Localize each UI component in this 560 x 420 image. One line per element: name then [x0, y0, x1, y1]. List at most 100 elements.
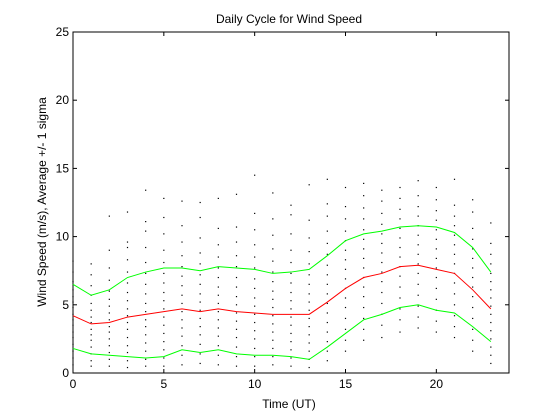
scatter-point — [472, 227, 474, 230]
scatter-point — [363, 306, 365, 309]
scatter-point — [344, 328, 347, 330]
series-layer — [72, 225, 492, 360]
scatter-point — [326, 283, 328, 285]
scatter-point — [472, 276, 474, 279]
scatter-point — [199, 353, 201, 355]
scatter-point — [163, 341, 165, 343]
scatter-point — [199, 252, 201, 254]
scatter-point — [308, 283, 310, 285]
scatter-point — [217, 256, 219, 258]
scatter-point — [108, 365, 110, 367]
scatter-point — [108, 312, 110, 314]
scatter-point — [181, 354, 183, 356]
scatter-point — [272, 218, 274, 220]
scatter-point — [181, 319, 183, 321]
scatter-point — [435, 210, 437, 212]
scatter-point — [326, 360, 328, 362]
scatter-point — [90, 328, 92, 330]
scatter-point — [363, 238, 365, 240]
y-tick-label: 20 — [56, 93, 70, 107]
scatter-point — [472, 328, 474, 330]
scatter-point — [163, 272, 165, 275]
scatter-point — [163, 197, 165, 200]
scatter-point — [344, 249, 347, 251]
scatter-point — [490, 338, 492, 340]
scatter-point — [163, 233, 165, 235]
scatter-point — [272, 192, 274, 194]
scatter-point — [108, 267, 110, 269]
scatter-point — [90, 321, 92, 324]
scatter-point — [272, 364, 274, 366]
scatter-point — [272, 323, 274, 325]
scatter-point — [490, 253, 492, 255]
scatter-point — [363, 286, 365, 288]
scatter-point — [126, 271, 129, 273]
scatter-point — [399, 197, 401, 200]
scatter-point — [272, 260, 274, 262]
scatter-point — [308, 184, 310, 186]
scatter-point — [199, 283, 201, 285]
scatter-point — [435, 238, 437, 240]
scatter-point — [417, 305, 419, 307]
scatter-point — [126, 328, 129, 330]
scatter-point — [145, 342, 147, 344]
scatter-point — [145, 221, 147, 223]
scatter-point — [254, 287, 256, 290]
scatter-point — [145, 230, 147, 232]
series-line-average — [72, 264, 492, 325]
scatter-point — [126, 345, 129, 347]
scatter-point — [272, 234, 274, 236]
scatter-point — [326, 178, 328, 180]
scatter-point — [199, 309, 201, 311]
y-tick-label: 0 — [62, 366, 69, 380]
scatter-point — [344, 297, 347, 299]
scatter-point — [435, 320, 437, 322]
scatter-point — [126, 315, 129, 317]
scatter-point — [290, 214, 292, 216]
scatter-point — [254, 365, 256, 367]
scatter-point — [326, 321, 328, 324]
scatter-point — [417, 294, 419, 296]
scatter-point — [344, 350, 347, 352]
scatter-point — [381, 324, 383, 326]
scatter-point — [181, 285, 183, 287]
scatter-point — [490, 313, 492, 315]
scatter-point — [399, 186, 401, 189]
scatter-point — [363, 296, 365, 298]
scatter-point — [163, 332, 165, 335]
scatter-point — [490, 330, 492, 332]
scatter-point — [326, 203, 328, 205]
scatter-point — [290, 272, 292, 275]
scatter-point — [399, 246, 401, 249]
scatter-point — [235, 255, 238, 257]
scatter-point — [290, 308, 292, 310]
scatter-point — [90, 285, 92, 287]
scatter-point — [344, 278, 347, 280]
scatter-point — [108, 279, 110, 281]
scatter-point — [272, 298, 274, 300]
scatter-point — [181, 335, 183, 337]
scatter-point — [217, 364, 219, 366]
scatter-point — [181, 241, 183, 243]
scatter-point — [235, 320, 238, 322]
scatter-point — [435, 331, 437, 333]
scatter-point — [381, 242, 383, 245]
scatter-point — [326, 274, 328, 276]
scatter-point — [181, 200, 183, 202]
scatter-point — [163, 261, 165, 264]
scatter-point — [453, 225, 456, 227]
scatter-point — [126, 321, 129, 324]
scatter-point — [344, 306, 347, 309]
scatter-point — [90, 346, 92, 348]
scatter-point — [272, 281, 274, 283]
scatter-point — [290, 332, 292, 335]
scatter-point — [145, 358, 147, 360]
scatter-point — [254, 356, 256, 358]
scatter-point — [453, 178, 456, 180]
scatter-point — [435, 257, 437, 260]
scatter-point — [72, 260, 74, 262]
scatter-point — [235, 266, 238, 268]
scatter-point — [217, 197, 219, 200]
scatter-point — [254, 256, 256, 258]
